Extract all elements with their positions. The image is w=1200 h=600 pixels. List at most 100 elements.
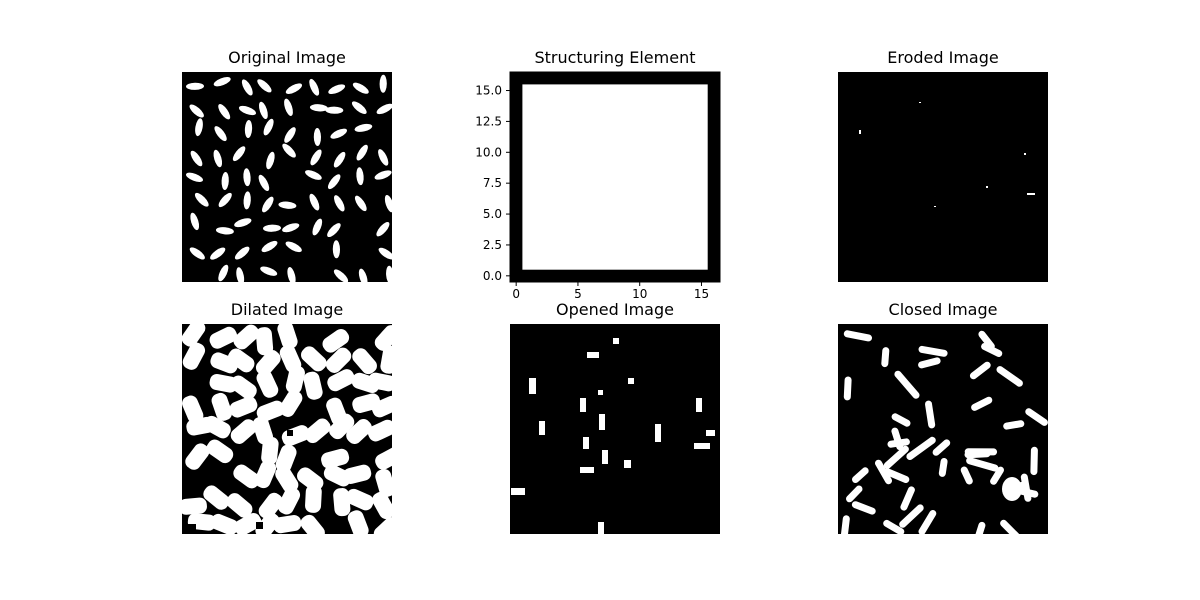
original-image xyxy=(182,72,392,282)
dilated-blob xyxy=(203,485,230,510)
rice-grain xyxy=(351,101,367,115)
opened-image-title: Opened Image xyxy=(556,300,674,319)
dilated-blob xyxy=(182,342,206,370)
rice-grain xyxy=(374,170,392,180)
dilated-blob xyxy=(375,468,392,498)
closed-stroke xyxy=(971,396,993,411)
dilated-blob xyxy=(367,419,392,442)
closed-stroke xyxy=(966,457,999,472)
rice-grain xyxy=(194,192,209,207)
rice-grain xyxy=(186,82,204,90)
closed-stroke xyxy=(932,439,951,456)
y-tick-label: 0.0 xyxy=(483,269,502,283)
rice-grain xyxy=(262,196,274,213)
dilated-blob xyxy=(371,395,392,418)
rice-grain xyxy=(261,240,278,253)
dilated-blob xyxy=(182,497,207,515)
rice-grain xyxy=(285,241,302,253)
dilated-hole xyxy=(365,454,371,460)
y-tick-label: 2.5 xyxy=(483,238,502,252)
x-tick-label: 10 xyxy=(632,287,647,301)
dilated-blob xyxy=(329,413,355,440)
closed-stroke xyxy=(996,366,1023,387)
dilated-blob xyxy=(343,464,372,484)
rice-grain xyxy=(328,84,346,95)
rice-grain xyxy=(352,82,369,94)
dilated-blob xyxy=(275,465,299,493)
closed-stroke xyxy=(969,361,991,380)
dilated-blob xyxy=(226,493,253,518)
opened-blob xyxy=(613,338,619,344)
closed-stroke xyxy=(918,357,941,369)
dilated-blob xyxy=(279,390,303,417)
rice-grain xyxy=(244,120,253,138)
rice-grain xyxy=(243,191,251,210)
rice-grain xyxy=(284,127,296,143)
rice-grain xyxy=(282,223,300,233)
rice-grain xyxy=(258,101,268,120)
dilated-image-title: Dilated Image xyxy=(230,300,344,319)
dilated-blob xyxy=(273,515,302,534)
closed-stroke xyxy=(900,486,915,511)
dilated-blob xyxy=(258,492,283,520)
opened-blob xyxy=(587,352,599,358)
opened-blob xyxy=(599,414,605,430)
y-tick-label: 15.0 xyxy=(475,84,502,98)
eroded-speck xyxy=(859,130,861,134)
rice-grain xyxy=(189,104,204,118)
rice-grain xyxy=(327,174,341,190)
dilated-hole xyxy=(188,524,196,532)
closed-stroke xyxy=(883,519,905,534)
closed-stroke xyxy=(975,521,986,534)
opened-blob xyxy=(694,443,710,449)
dilated-blob xyxy=(182,324,206,347)
dilated-blob xyxy=(304,418,331,444)
dilated-blob xyxy=(380,345,392,374)
rice-grain xyxy=(305,170,322,180)
rice-grain xyxy=(333,269,349,282)
closed-stroke xyxy=(852,467,869,483)
eroded-speck xyxy=(986,186,988,188)
dilated-blob xyxy=(256,400,285,422)
dilated-blob xyxy=(277,324,298,350)
closed-stroke xyxy=(899,504,924,528)
rice-grain xyxy=(238,105,257,116)
dilated-hole xyxy=(337,519,344,526)
dilated-blob xyxy=(305,484,322,513)
rice-grain xyxy=(241,79,253,96)
dilated-blob xyxy=(209,373,238,393)
dilated-blob xyxy=(209,326,238,349)
opened-image xyxy=(510,324,720,534)
rice-grain xyxy=(189,247,205,260)
dilated-blob xyxy=(346,418,372,445)
rice-grain xyxy=(313,128,322,146)
dilated-blob xyxy=(325,347,352,373)
eroded-speck xyxy=(934,206,936,207)
closed-stroke xyxy=(843,330,872,342)
rice-grain xyxy=(325,106,344,114)
dilated-blob xyxy=(372,491,392,520)
opened-blob xyxy=(602,450,608,464)
structuring-element-plot: 0 5 10 15 0.0 2.5 5.0 7.5 10.0 12.5 15.0 xyxy=(475,71,721,301)
rice-grain xyxy=(215,227,234,235)
rice-grain xyxy=(312,218,323,236)
rice-grain xyxy=(356,167,364,186)
rice-grain xyxy=(210,247,226,260)
dilated-blob xyxy=(327,369,355,392)
dilated-blob xyxy=(285,365,305,394)
x-tick-label: 5 xyxy=(574,287,582,301)
eroded-speck xyxy=(1024,153,1026,155)
closed-stroke xyxy=(906,436,936,460)
dilated-blob xyxy=(234,513,262,534)
y-tick-label: 7.5 xyxy=(483,176,502,190)
dilated-blob xyxy=(210,513,239,534)
rice-grain xyxy=(356,144,368,161)
closed-stroke xyxy=(840,515,850,534)
y-tick-label: 10.0 xyxy=(475,145,502,159)
dilated-hole xyxy=(287,430,293,436)
dilated-blob xyxy=(303,371,323,400)
opened-image-panel: Opened Image xyxy=(510,300,720,534)
rice-grain xyxy=(284,98,293,116)
closed-stroke xyxy=(978,330,995,350)
